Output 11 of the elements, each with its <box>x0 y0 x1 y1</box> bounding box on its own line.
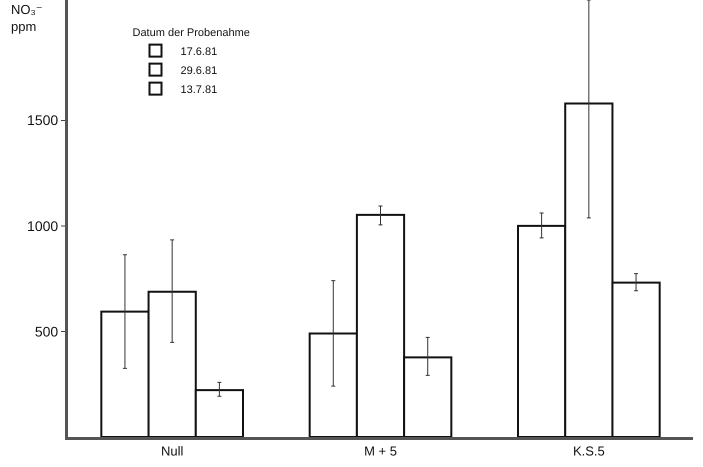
x-tick-label: K.S.5 <box>572 444 605 459</box>
y-tick-label: 1500 <box>27 112 58 128</box>
legend-label: 29.6.81 <box>180 64 218 77</box>
legend-title: Datum der Probenahme <box>132 27 250 40</box>
x-tick-label: Null <box>160 444 184 459</box>
y-tick-label: 500 <box>34 323 58 340</box>
y-tick-label: 1000 <box>27 218 58 234</box>
legend-label: 13.7.81 <box>180 84 218 96</box>
legend-label: 17.6.81 <box>180 46 218 58</box>
y-axis-title: NO₃⁻ ppm <box>11 2 43 34</box>
x-tick-label: M + 5 <box>364 444 397 459</box>
